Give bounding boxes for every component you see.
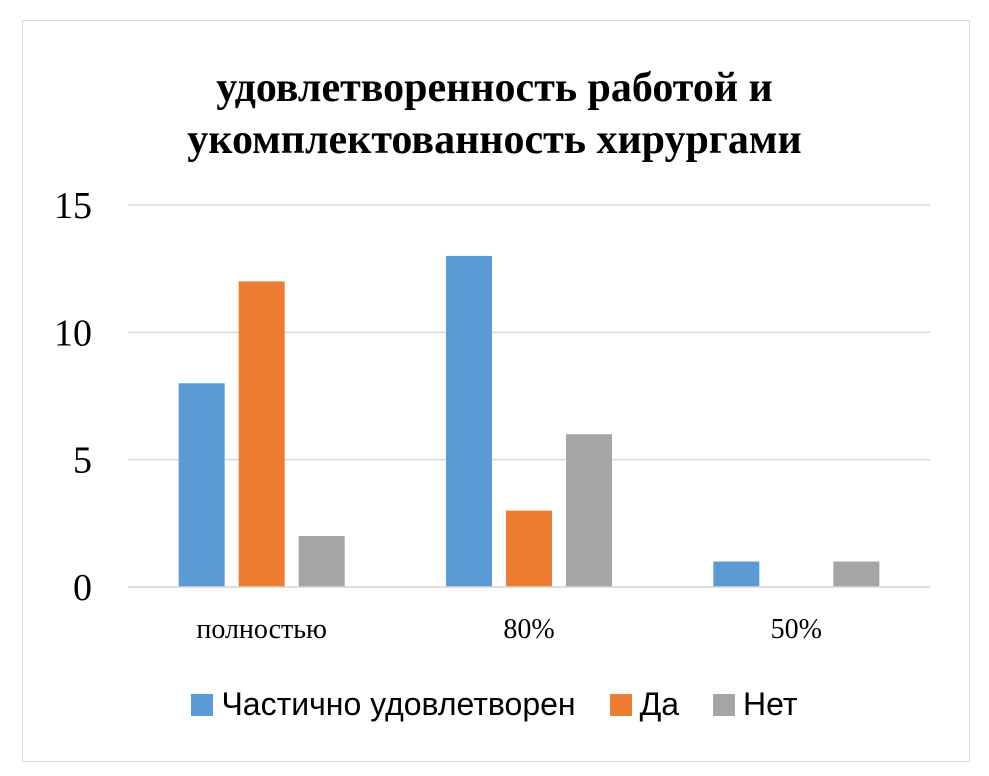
y-tick-label: 5 [73, 440, 92, 482]
chart-title-line-2: укомплектованность хирургами [187, 117, 802, 163]
bar [298, 536, 345, 587]
bar [566, 434, 612, 587]
legend: Частично удовлетворен Да Нет [0, 686, 989, 723]
bar [713, 561, 760, 587]
chart-title: удовлетворенность работой и укомплектова… [0, 62, 989, 166]
legend-label-series-2: Да [639, 686, 680, 722]
bar [506, 510, 552, 587]
legend-swatch-series-2 [609, 693, 632, 716]
bar [446, 255, 492, 587]
chart-title-line-1: удовлетворенность работой и [216, 65, 773, 111]
x-tick-label: полностью [196, 614, 327, 645]
legend-swatch-series-1 [191, 693, 214, 716]
y-tick-label: 15 [54, 185, 92, 227]
legend-swatch-series-3 [713, 693, 736, 716]
legend-item-series-1: Частично удовлетворен [191, 686, 576, 723]
legend-item-series-3: Нет [713, 686, 798, 723]
x-tick-label: 50% [771, 614, 822, 645]
y-tick-label: 10 [54, 312, 92, 354]
legend-item-series-2: Да [609, 686, 680, 723]
bar [178, 383, 225, 587]
legend-label-series-3: Нет [743, 686, 798, 722]
y-tick-label: 0 [73, 567, 92, 609]
x-tick-label: 80% [503, 614, 554, 645]
bar [238, 281, 285, 587]
legend-label-series-1: Частично удовлетворен [221, 686, 576, 722]
bar [833, 561, 880, 587]
